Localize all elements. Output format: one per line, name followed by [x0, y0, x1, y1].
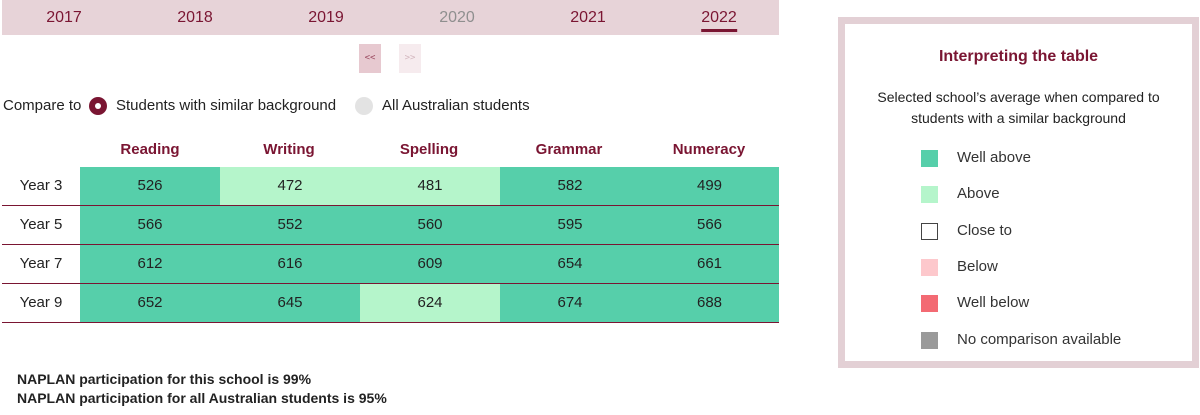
table-cell: 499	[640, 167, 779, 205]
compare-to-label: Compare to	[3, 97, 82, 114]
well-below-swatch	[921, 295, 938, 312]
tab-2021[interactable]: 2021	[570, 9, 606, 26]
column-header-spelling: Spelling	[399, 141, 459, 158]
column-header-writing: Writing	[263, 141, 315, 158]
table-cell: 566	[640, 206, 779, 244]
row-label: Year 9	[2, 284, 80, 322]
table-cell: 481	[360, 167, 500, 205]
all-australian-radio[interactable]	[355, 97, 373, 115]
above-swatch	[921, 186, 938, 203]
tab-2022[interactable]: 2022	[701, 8, 737, 32]
school-participation-note: NAPLAN participation for this school is …	[17, 371, 312, 387]
year-tab-bar: 2017 2018 2019 2020 2021 2022	[2, 0, 779, 35]
tab-2020: 2020	[439, 9, 475, 26]
legend-item-label: Above	[957, 185, 1000, 202]
legend-item-label: No comparison available	[957, 331, 1122, 348]
legend-panel: Interpreting the table Selected school’s…	[838, 17, 1199, 368]
row-label: Year 5	[2, 206, 80, 244]
tab-2017[interactable]: 2017	[46, 9, 82, 26]
tab-2018[interactable]: 2018	[177, 9, 213, 26]
legend-title: Interpreting the table	[938, 48, 1099, 65]
table-cell: 609	[360, 245, 500, 283]
all-australian-radio-label[interactable]: All Australian students	[382, 97, 530, 114]
table-cell: 654	[500, 245, 640, 283]
legend-description: Selected school’s average when compared …	[877, 89, 1160, 126]
column-header-grammar: Grammar	[535, 141, 603, 158]
table-row: Year 5 566 552 560 595 566	[2, 206, 779, 245]
table-cell: 652	[80, 284, 220, 322]
previous-years-button[interactable]: <<	[359, 44, 381, 73]
legend-item-label: Well above	[957, 149, 1031, 166]
table-cell: 582	[500, 167, 640, 205]
table-cell: 645	[220, 284, 360, 322]
legend-item-label: Close to	[957, 222, 1013, 239]
legend-item-label: Well below	[957, 294, 1030, 311]
column-header-reading: Reading	[120, 141, 180, 158]
table-cell: 552	[220, 206, 360, 244]
table-cell: 595	[500, 206, 640, 244]
table-cell: 566	[80, 206, 220, 244]
table-row: Year 9 652 645 624 674 688	[2, 284, 779, 323]
table-cell: 661	[640, 245, 779, 283]
similar-background-radio[interactable]	[89, 97, 107, 115]
next-years-button: >>	[399, 44, 421, 73]
row-label: Year 7	[2, 245, 80, 283]
similar-background-radio-label[interactable]: Students with similar background	[116, 97, 337, 114]
no-comparison-swatch	[921, 332, 938, 349]
table-cell: 472	[220, 167, 360, 205]
table-cell: 616	[220, 245, 360, 283]
table-cell: 612	[80, 245, 220, 283]
table-cell: 624	[360, 284, 500, 322]
close-to-swatch	[921, 223, 938, 240]
legend-item-label: Below	[957, 258, 998, 275]
well-above-swatch	[921, 150, 938, 167]
row-label: Year 3	[2, 167, 80, 205]
table-cell: 560	[360, 206, 500, 244]
table-row: Year 7 612 616 609 654 661	[2, 245, 779, 284]
table-cell: 688	[640, 284, 779, 322]
tab-2019[interactable]: 2019	[308, 9, 344, 26]
below-swatch	[921, 259, 938, 276]
table-row: Year 3 526 472 481 582 499	[2, 167, 779, 206]
table-cell: 674	[500, 284, 640, 322]
national-participation-note: NAPLAN participation for all Australian …	[17, 390, 387, 406]
table-cell: 526	[80, 167, 220, 205]
column-header-numeracy: Numeracy	[672, 141, 746, 158]
